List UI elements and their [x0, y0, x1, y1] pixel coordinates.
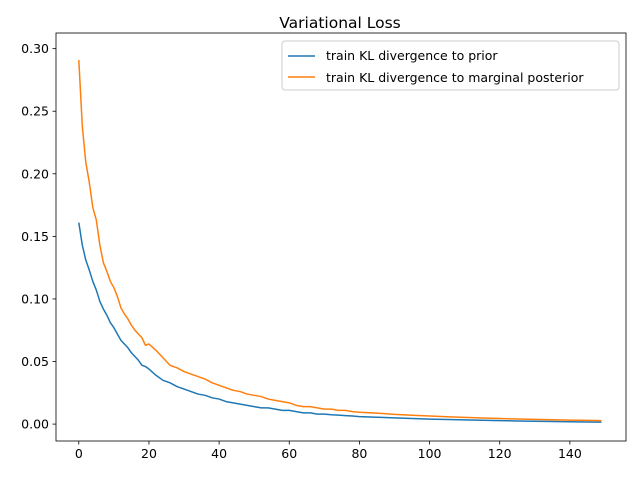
- x-axis: 0 20 40 60 80 100 120 140: [75, 441, 582, 461]
- x-tick-label: 100: [418, 446, 442, 461]
- y-tick-label: 0.20: [21, 166, 49, 181]
- x-tick-label: 40: [211, 446, 227, 461]
- y-axis: 0.00 0.05 0.10 0.15 0.20 0.25 0.30: [21, 41, 56, 432]
- y-tick-label: 0.10: [21, 291, 49, 306]
- y-tick-label: 0.00: [21, 417, 49, 432]
- legend-box: [281, 40, 620, 91]
- x-tick-label: 140: [558, 446, 582, 461]
- y-tick-label: 0.05: [21, 354, 49, 369]
- chart-title: Variational Loss: [279, 14, 401, 32]
- x-tick-label: 20: [141, 446, 157, 461]
- x-tick-label: 120: [488, 446, 512, 461]
- series-line-prior: [78, 222, 602, 423]
- x-tick-label: 0: [75, 446, 83, 461]
- y-tick-label: 0.15: [21, 229, 49, 244]
- legend: train KL divergence to prior train KL di…: [281, 40, 620, 91]
- series-line-marginal-posterior: [78, 59, 602, 422]
- plot-frame: [55, 32, 627, 442]
- legend-label-prior: train KL divergence to prior: [326, 48, 498, 63]
- x-tick-label: 80: [351, 446, 367, 461]
- series-layer: [78, 59, 602, 423]
- x-tick-label: 60: [281, 446, 297, 461]
- legend-label-marginal-posterior: train KL divergence to marginal posterio…: [326, 70, 584, 85]
- y-tick-label: 0.30: [21, 41, 49, 56]
- y-tick-label: 0.25: [21, 104, 49, 119]
